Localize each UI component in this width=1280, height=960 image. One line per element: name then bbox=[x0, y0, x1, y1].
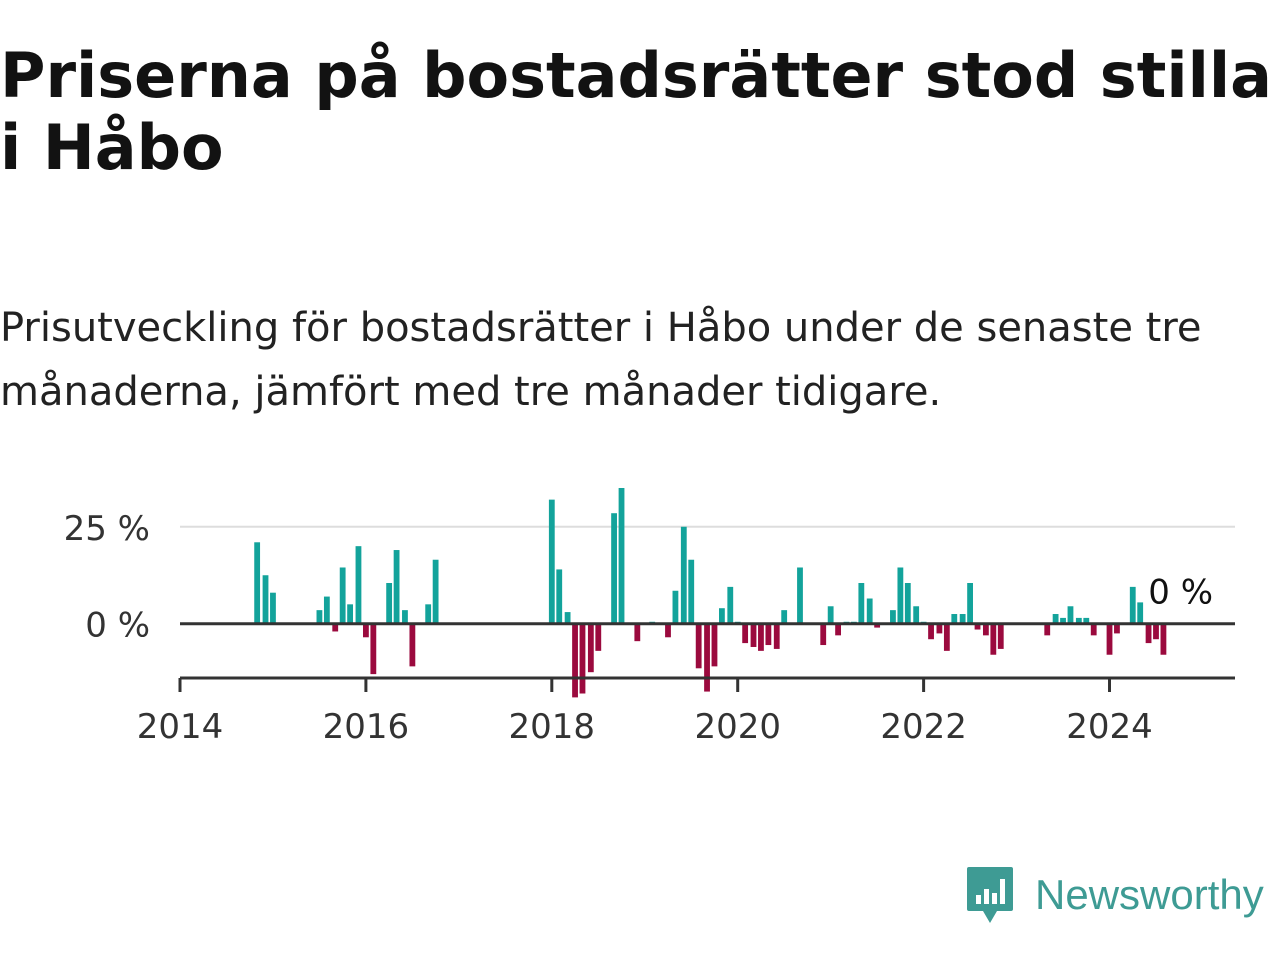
x-tick-label: 2024 bbox=[1066, 707, 1153, 747]
bar-positive bbox=[781, 610, 788, 624]
bar-negative bbox=[773, 623, 780, 649]
bar-negative bbox=[765, 623, 772, 646]
x-tick-label: 2018 bbox=[509, 707, 596, 747]
bar-positive bbox=[262, 575, 269, 624]
bar-positive bbox=[967, 583, 973, 624]
bar-positive bbox=[393, 550, 400, 624]
bar-positive bbox=[339, 567, 346, 624]
bar-negative bbox=[704, 623, 710, 692]
bar-negative bbox=[1153, 623, 1159, 640]
bar-negative bbox=[943, 623, 950, 651]
bar-negative bbox=[362, 623, 369, 638]
bar-positive bbox=[556, 569, 563, 624]
bar-negative bbox=[1114, 623, 1120, 634]
y-tick-label: 0 % bbox=[85, 606, 150, 646]
bar-negative bbox=[835, 623, 842, 636]
bar-negative bbox=[990, 623, 997, 655]
bar-positive bbox=[323, 596, 330, 624]
bar-positive bbox=[727, 586, 734, 624]
bar-negative bbox=[409, 623, 416, 667]
bar-positive bbox=[680, 526, 687, 624]
bar-negative bbox=[936, 623, 943, 634]
x-tick-label: 2014 bbox=[137, 707, 224, 747]
bar-positive bbox=[1083, 617, 1090, 624]
bar-positive bbox=[402, 610, 408, 624]
bar-negative bbox=[634, 623, 641, 642]
bar-negative bbox=[572, 623, 578, 698]
bar-positive bbox=[897, 567, 904, 624]
bar-positive bbox=[890, 610, 896, 624]
bar-negative bbox=[665, 623, 671, 638]
bar-negative bbox=[974, 623, 981, 630]
bar-negative bbox=[820, 623, 827, 646]
bar-positive bbox=[719, 608, 725, 624]
bar-negative bbox=[370, 623, 377, 675]
bar-negative bbox=[1090, 623, 1097, 636]
bar-negative bbox=[1106, 623, 1113, 655]
bar-positive bbox=[858, 583, 865, 624]
bar-negative bbox=[982, 623, 989, 636]
bar-positive bbox=[672, 590, 679, 624]
bar-positive bbox=[959, 614, 966, 624]
bar-positive bbox=[913, 606, 920, 624]
bar-positive bbox=[316, 610, 323, 624]
bar-negative bbox=[711, 623, 718, 667]
x-tick-label: 2020 bbox=[694, 707, 781, 747]
newsworthy-logo: Newsworthy bbox=[965, 864, 1264, 926]
bar-negative bbox=[595, 623, 602, 651]
bar-positive bbox=[347, 604, 354, 624]
x-tick-label: 2016 bbox=[323, 707, 410, 747]
bar-negative bbox=[742, 623, 749, 644]
bar-negative bbox=[695, 623, 702, 669]
bar-positive bbox=[386, 583, 393, 624]
bar-positive bbox=[797, 567, 803, 624]
bar-negative bbox=[1044, 623, 1051, 636]
bar-negative bbox=[758, 623, 764, 651]
bar-negative bbox=[587, 623, 594, 673]
bar-positive bbox=[688, 559, 695, 624]
bar-positive bbox=[827, 606, 834, 624]
newsworthy-logo-icon bbox=[967, 867, 1013, 923]
bar-positive bbox=[548, 499, 555, 624]
bar-positive bbox=[1060, 617, 1066, 624]
bar-negative bbox=[1160, 623, 1167, 655]
bar-positive bbox=[951, 614, 958, 624]
bar-positive bbox=[254, 542, 261, 624]
bar-negative bbox=[928, 623, 934, 640]
bar-positive bbox=[425, 604, 432, 624]
brand-name: Newsworthy bbox=[1035, 871, 1264, 918]
bar-positive bbox=[1137, 602, 1144, 624]
bar-positive bbox=[270, 592, 276, 624]
bar-negative bbox=[874, 623, 881, 628]
bar-positive bbox=[564, 612, 571, 624]
bar-positive bbox=[618, 488, 625, 624]
chart-subtitle: Prisutveckling för bostadsrätter i Håbo … bbox=[0, 305, 1202, 415]
bar-positive bbox=[1129, 586, 1136, 624]
bar-negative bbox=[997, 623, 1004, 649]
bar-negative bbox=[1145, 623, 1152, 644]
bar-positive bbox=[355, 546, 362, 624]
bar-positive bbox=[1052, 614, 1059, 624]
x-tick-label: 2022 bbox=[880, 707, 967, 747]
bar-positive bbox=[1075, 617, 1082, 624]
bar-positive bbox=[866, 598, 873, 624]
y-tick-label: 25 % bbox=[64, 509, 150, 549]
bar-positive bbox=[1067, 606, 1074, 624]
bar-negative bbox=[332, 623, 339, 632]
chart-title: Priserna på bostadsrätter stod stilla i … bbox=[0, 39, 1272, 184]
bar-positive bbox=[904, 583, 911, 624]
bar-positive bbox=[432, 559, 439, 624]
bar-chart: 0 % 25 % 2014 2016 2018 2020 2022 2024 0 % bbox=[64, 488, 1235, 747]
bar-negative bbox=[750, 623, 757, 647]
last-value-label: 0 % bbox=[1148, 573, 1213, 613]
bar-negative bbox=[579, 623, 586, 694]
bar-positive bbox=[611, 513, 617, 624]
